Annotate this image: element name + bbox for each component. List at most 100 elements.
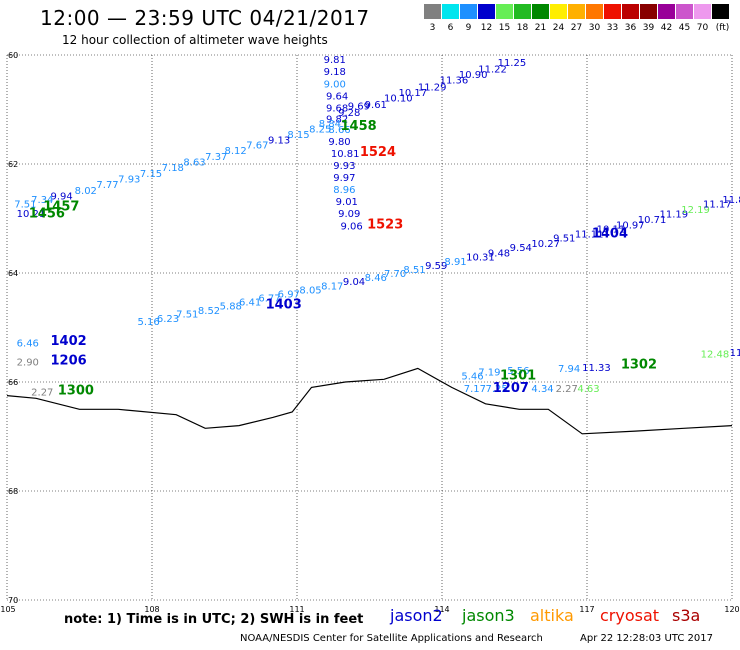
scale-label: 36 bbox=[624, 23, 637, 33]
scale-label: 21 bbox=[534, 23, 547, 33]
wave-height-label: 10.11 bbox=[597, 225, 626, 236]
wave-height-label: 9.00 bbox=[324, 80, 346, 91]
scale-swatch bbox=[622, 4, 639, 19]
wave-height-label: 9.97 bbox=[333, 173, 355, 184]
pass-time-label: 1301 bbox=[500, 368, 536, 383]
longitude-tick-label: 114 bbox=[434, 605, 449, 614]
latitude-tick-label: 60 bbox=[8, 51, 18, 60]
scale-swatch bbox=[568, 4, 585, 19]
wave-height-label: 11.99 bbox=[730, 348, 740, 359]
wave-height-label: 9.18 bbox=[324, 67, 346, 78]
wave-height-label: 12.48 bbox=[701, 349, 730, 360]
pass-time-label: 1523 bbox=[367, 217, 403, 232]
wave-height-label: 9.61 bbox=[365, 100, 387, 111]
wave-height-label: 10.27 bbox=[531, 239, 560, 250]
scale-swatch bbox=[532, 4, 549, 19]
wave-height-label: 9.94 bbox=[51, 191, 73, 202]
wave-height-label: 8.91 bbox=[444, 257, 466, 268]
scale-label: 24 bbox=[552, 23, 565, 33]
wave-height-label: 11.81 bbox=[722, 195, 740, 206]
wave-height-label: 12.19 bbox=[681, 205, 710, 216]
wave-height-label: 4.63 bbox=[577, 384, 599, 395]
wave-height-label: 11.36 bbox=[440, 75, 469, 86]
wave-height-label: 8.17 bbox=[321, 281, 343, 292]
wave-height-label: 7.77 bbox=[96, 180, 118, 191]
pass-time-label: 1402 bbox=[51, 334, 87, 349]
scale-label: 12 bbox=[480, 23, 493, 33]
wave-height-label: 8.12 bbox=[225, 146, 247, 157]
scale-label: 45 bbox=[678, 23, 691, 33]
scale-swatch bbox=[550, 4, 567, 19]
wave-height-label: 8.05 bbox=[299, 286, 321, 297]
wave-height-label: 9.64 bbox=[326, 92, 348, 103]
wave-height-label: 9.13 bbox=[268, 135, 290, 146]
wave-height-label: 7.70 bbox=[384, 269, 406, 280]
footnote: note: 1) Time is in UTC; 2) SWH is in fe… bbox=[64, 612, 364, 627]
scale-swatch bbox=[478, 4, 495, 19]
wave-height-label: 8.02 bbox=[75, 186, 97, 197]
scale-label: 42 bbox=[660, 23, 673, 33]
wave-height-label: 11.33 bbox=[582, 363, 611, 374]
wave-height-label: 10.97 bbox=[616, 220, 645, 231]
scale-label: 70 bbox=[696, 23, 709, 33]
scale-swatch bbox=[586, 4, 603, 19]
longitude-tick-label: 105 bbox=[0, 605, 15, 614]
scale-swatch bbox=[514, 4, 531, 19]
wave-height-label: 10.71 bbox=[638, 215, 667, 226]
wave-height-label: 7.67 bbox=[246, 141, 268, 152]
wave-height-label: 11.11 bbox=[575, 230, 604, 241]
wave-height-label: 8.96 bbox=[333, 185, 355, 196]
scale-swatch bbox=[424, 4, 441, 19]
wave-height-label: 10.17 bbox=[399, 88, 428, 99]
scale-label: (ft) bbox=[715, 23, 730, 33]
legend-item-s3a: s3a bbox=[672, 606, 701, 625]
wave-height-label: 7.18 bbox=[162, 163, 184, 174]
pass-time-label: 1302 bbox=[621, 357, 657, 372]
scale-swatch bbox=[604, 4, 621, 19]
wave-height-label: 5.46 bbox=[461, 371, 483, 382]
wave-height-label: 9.04 bbox=[343, 277, 365, 288]
longitude-tick-label: 108 bbox=[144, 605, 159, 614]
wave-height-label: 9.48 bbox=[488, 249, 510, 260]
wave-height-label: 8.15 bbox=[287, 130, 309, 141]
wave-height-label: 10.81 bbox=[331, 149, 360, 160]
wave-height-label: 10.21 bbox=[17, 209, 46, 220]
wave-height-label: 8.63 bbox=[183, 158, 205, 169]
scale-swatch bbox=[640, 4, 657, 19]
scale-label: 33 bbox=[606, 23, 619, 33]
wave-height-label: 7.15 bbox=[140, 169, 162, 180]
scale-swatch bbox=[442, 4, 459, 19]
wave-height-label: 7.17 bbox=[464, 384, 486, 395]
wave-height-label: 5.88 bbox=[220, 302, 242, 313]
scale-label: 18 bbox=[516, 23, 529, 33]
wave-height-label: 6.97 bbox=[278, 290, 300, 301]
longitude-tick-label: 111 bbox=[289, 605, 304, 614]
pass-time-label: 1457 bbox=[43, 199, 79, 214]
scale-label: 39 bbox=[642, 23, 655, 33]
wave-height-label: 11.19 bbox=[660, 209, 689, 220]
wave-height-label: 9.59 bbox=[425, 261, 447, 272]
wave-height-label: 6.23 bbox=[157, 314, 179, 325]
wave-height-label: 2.27 bbox=[556, 384, 578, 395]
wave-height-label: 11.22 bbox=[478, 64, 507, 75]
wave-height-label: 8.51 bbox=[403, 265, 425, 276]
pass-time-label: 1206 bbox=[51, 354, 87, 369]
wave-height-label: 6.41 bbox=[239, 298, 261, 309]
wave-height-label: 9.09 bbox=[338, 209, 360, 220]
wave-height-label: 9.93 bbox=[333, 161, 355, 172]
wave-height-label: 8.66 bbox=[328, 125, 350, 136]
wave-height-label: 7.51 bbox=[14, 200, 36, 211]
wave-height-label: 7.37 bbox=[205, 152, 227, 163]
wave-height-label: 2.27 bbox=[31, 388, 53, 399]
latitude-tick-label: 64 bbox=[8, 269, 18, 278]
wave-height-label: 9.06 bbox=[341, 221, 363, 232]
wave-height-label: 8.52 bbox=[198, 306, 220, 317]
pass-time-label: 1300 bbox=[58, 384, 94, 399]
wave-height-label: 10.90 bbox=[459, 70, 488, 81]
wave-height-label: 7.93 bbox=[118, 175, 140, 186]
scale-label: 27 bbox=[570, 23, 583, 33]
page-title: 12:00 — 23:59 UTC 04/21/2017 bbox=[40, 6, 370, 30]
page-subtitle: 12 hour collection of altimeter wave hei… bbox=[62, 33, 328, 47]
